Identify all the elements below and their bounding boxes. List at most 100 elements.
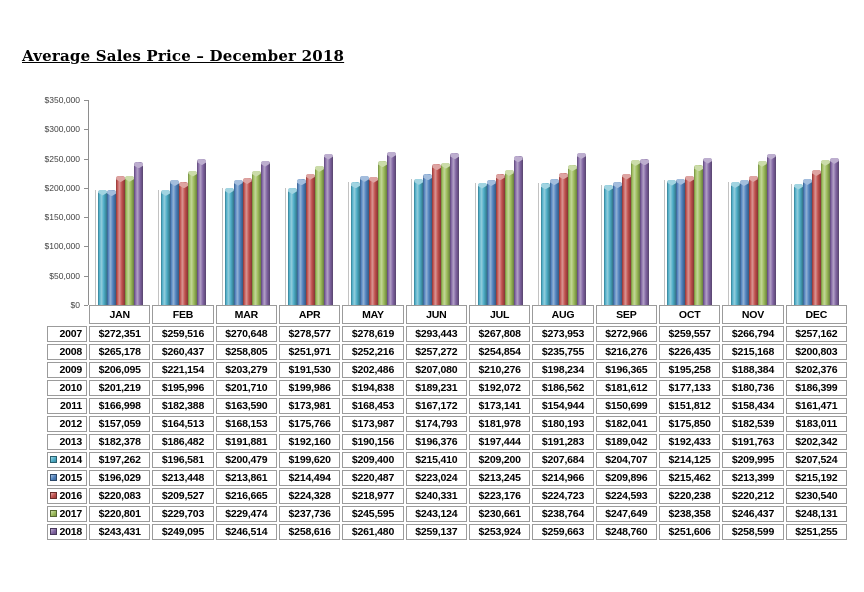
value-cell-2016-apr: $224,328 [278, 488, 341, 504]
value-cell-2017-jul: $230,661 [468, 506, 531, 522]
bar-2016-apr [305, 173, 315, 305]
bar-cap-highlight [504, 169, 514, 176]
bar-2016-jul [495, 174, 505, 305]
value-cell-2015-nov: $213,399 [722, 470, 784, 486]
value-cell-2018-sep: $248,760 [595, 524, 657, 540]
bar-cap-highlight [305, 173, 315, 180]
value-cell-2007-dec: $257,162 [785, 326, 847, 342]
year-label: 2017 [59, 508, 82, 520]
bar-group-jul [469, 100, 532, 305]
value-cell-2017-jun: $243,124 [405, 506, 467, 522]
bar-cap-highlight [495, 174, 505, 181]
bar-2016-jun [432, 164, 442, 305]
bar-2014-sep [601, 185, 614, 305]
bar-cap-highlight [549, 179, 559, 186]
legend-key-2018 [50, 528, 57, 535]
bar-cap-highlight [766, 153, 776, 160]
year-label: 2013 [59, 436, 82, 448]
value-cell-2008-jan: $265,178 [89, 344, 151, 360]
value-cell-2014-jan: $197,262 [89, 452, 151, 468]
value-cell-2010-may: $194,838 [342, 380, 404, 396]
bar-cap-highlight [576, 152, 586, 159]
value-cell-2009-dec: $202,376 [785, 362, 847, 378]
bar-group-may [342, 100, 405, 305]
year-cell-2014: 2014 [47, 452, 87, 468]
legend-key-2014 [50, 456, 57, 463]
value-cell-2015-may: $220,487 [342, 470, 404, 486]
bar-group-dec [785, 100, 848, 305]
value-cell-2010-jan: $201,219 [89, 380, 151, 396]
value-cell-2016-jul: $223,176 [468, 488, 531, 504]
value-cell-2018-dec: $251,255 [785, 524, 847, 540]
value-cell-2010-jul: $192,072 [468, 380, 531, 396]
value-cell-2015-feb: $213,448 [152, 470, 214, 486]
bar-2015-oct [676, 178, 686, 305]
y-tick-label: $50,000 [49, 270, 80, 281]
legend-key-2017 [50, 510, 57, 517]
value-cell-2009-jan: $206,095 [89, 362, 151, 378]
value-cell-2008-jun: $257,272 [405, 344, 467, 360]
data-table: JAN FEB MAR APR MAY JUN JUL AUG SEP OCT NOV DEC 2007… [47, 305, 847, 540]
year-label: 2015 [59, 472, 82, 484]
bar-2017-apr [314, 165, 324, 305]
bar-2015-jun [423, 174, 433, 305]
value-cell-2012-jun: $174,793 [405, 416, 467, 432]
value-cell-2017-jan: $220,801 [89, 506, 151, 522]
value-cell-2011-may: $168,453 [342, 398, 404, 414]
bar-2015-apr [296, 179, 306, 305]
value-cell-2011-oct: $151,812 [658, 398, 721, 414]
bar-cap-highlight [233, 179, 243, 186]
value-cell-2007-mar: $270,648 [215, 326, 277, 342]
month-header-cell-oct: OCT [658, 305, 721, 324]
bar-2016-sep [622, 173, 632, 305]
value-cell-2014-nov: $209,995 [722, 452, 784, 468]
value-cell-2013-may: $190,156 [342, 434, 404, 450]
value-cell-2014-aug: $207,684 [532, 452, 594, 468]
value-cell-2015-oct: $215,462 [658, 470, 721, 486]
bar-2016-aug [558, 173, 568, 305]
value-cell-2012-dec: $183,011 [785, 416, 847, 432]
bar-2014-oct [664, 179, 677, 306]
bar-cap-highlight [820, 159, 830, 166]
value-cell-2009-apr: $191,530 [278, 362, 341, 378]
bar-cap-highlight [604, 185, 614, 192]
bar-2017-may [378, 161, 388, 305]
value-cell-2011-jan: $166,998 [89, 398, 151, 414]
bar-2015-mar [233, 179, 243, 305]
value-cell-2012-aug: $180,193 [532, 416, 594, 432]
value-cell-2013-feb: $186,482 [152, 434, 214, 450]
month-header-cell-sep: SEP [595, 305, 657, 324]
y-tick-mark [84, 100, 88, 101]
bar-cap-highlight [134, 162, 144, 169]
month-header-cell-nov: NOV [722, 305, 784, 324]
value-cell-2007-feb: $259,516 [152, 326, 214, 342]
bar-cap-highlight [224, 187, 234, 194]
value-cell-2011-aug: $154,944 [532, 398, 594, 414]
bar-2015-feb [170, 180, 180, 305]
y-tick-label: $350,000 [44, 95, 80, 105]
bar-2015-nov [739, 180, 749, 305]
year-label: 2009 [59, 364, 82, 376]
value-cell-2008-apr: $251,971 [278, 344, 341, 360]
bar-cap-highlight [414, 178, 424, 185]
bar-cap-highlight [432, 164, 442, 171]
bar-2014-feb [158, 189, 171, 306]
bar-2015-may [360, 175, 370, 305]
bar-group-jan [89, 100, 152, 305]
year-cell-2010: 2010 [47, 380, 87, 396]
bar-2016-may [369, 176, 379, 305]
year-cell-2009: 2009 [47, 362, 87, 378]
value-cell-2013-aug: $191,283 [532, 434, 594, 450]
bar-cap-highlight [757, 160, 767, 167]
year-cell-2008: 2008 [47, 344, 87, 360]
value-cell-2008-sep: $216,276 [595, 344, 657, 360]
bar-2014-dec [790, 183, 803, 305]
bar-2016-jan [116, 176, 126, 305]
value-cell-2017-apr: $237,736 [278, 506, 341, 522]
value-cell-2009-sep: $196,365 [595, 362, 657, 378]
value-cell-2013-jan: $182,378 [89, 434, 151, 450]
year-cell-2011: 2011 [47, 398, 87, 414]
value-cell-2018-oct: $251,606 [658, 524, 721, 540]
bar-2017-jul [504, 169, 514, 305]
